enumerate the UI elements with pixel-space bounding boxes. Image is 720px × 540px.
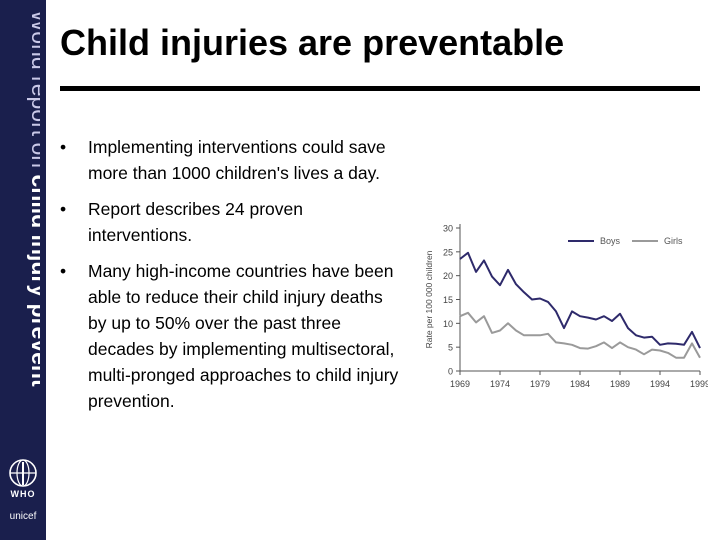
x-tick-label: 1999 [690, 379, 708, 389]
bullet-list: Implementing interventions could save mo… [60, 134, 405, 424]
x-tick-label: 1994 [650, 379, 670, 389]
sidebar-banner: World report on child injury prevention … [0, 0, 46, 540]
title-divider [60, 86, 700, 91]
who-emblem-icon [9, 459, 37, 487]
y-tick-label: 20 [443, 271, 453, 281]
bullet-item: Many high-income countries have been abl… [60, 258, 405, 414]
y-tick-label: 5 [448, 343, 453, 353]
series-line-girls [459, 311, 701, 359]
x-tick-label: 1974 [490, 379, 510, 389]
report-title-bold: child injury prevention [27, 174, 40, 388]
x-tick-label: 1969 [450, 379, 470, 389]
svg-text:World report on child injury p: World report on child injury prevention [27, 10, 40, 388]
bullet-item: Implementing interventions could save mo… [60, 134, 405, 186]
x-tick-label: 1989 [610, 379, 630, 389]
who-label: WHO [10, 489, 36, 499]
y-tick-label: 25 [443, 247, 453, 257]
y-tick-label: 30 [443, 224, 453, 234]
partner-logos: WHO unicef [0, 458, 46, 522]
page-title: Child injuries are preventable [60, 22, 565, 63]
y-tick-label: 0 [448, 367, 453, 377]
legend-label-boys: Boys [600, 236, 621, 246]
y-axis-label: Rate per 100 000 children [424, 250, 434, 348]
x-tick-label: 1979 [530, 379, 550, 389]
y-tick-label: 10 [443, 319, 453, 329]
unicef-logo: unicef [9, 511, 37, 522]
legend-label-girls: Girls [664, 236, 683, 246]
y-tick-label: 15 [443, 295, 453, 305]
report-title-vertical: World report on child injury prevention [27, 10, 40, 388]
report-title-prefix: World report on [27, 10, 40, 174]
injury-rate-chart: 0 5 10 15 20 25 30 1969 1974 1979 1984 1989 1994 1999… [424, 224, 708, 390]
x-tick-label: 1984 [570, 379, 590, 389]
bullet-item: Report describes 24 proven interventions… [60, 196, 405, 248]
series-line-boys [459, 251, 701, 349]
